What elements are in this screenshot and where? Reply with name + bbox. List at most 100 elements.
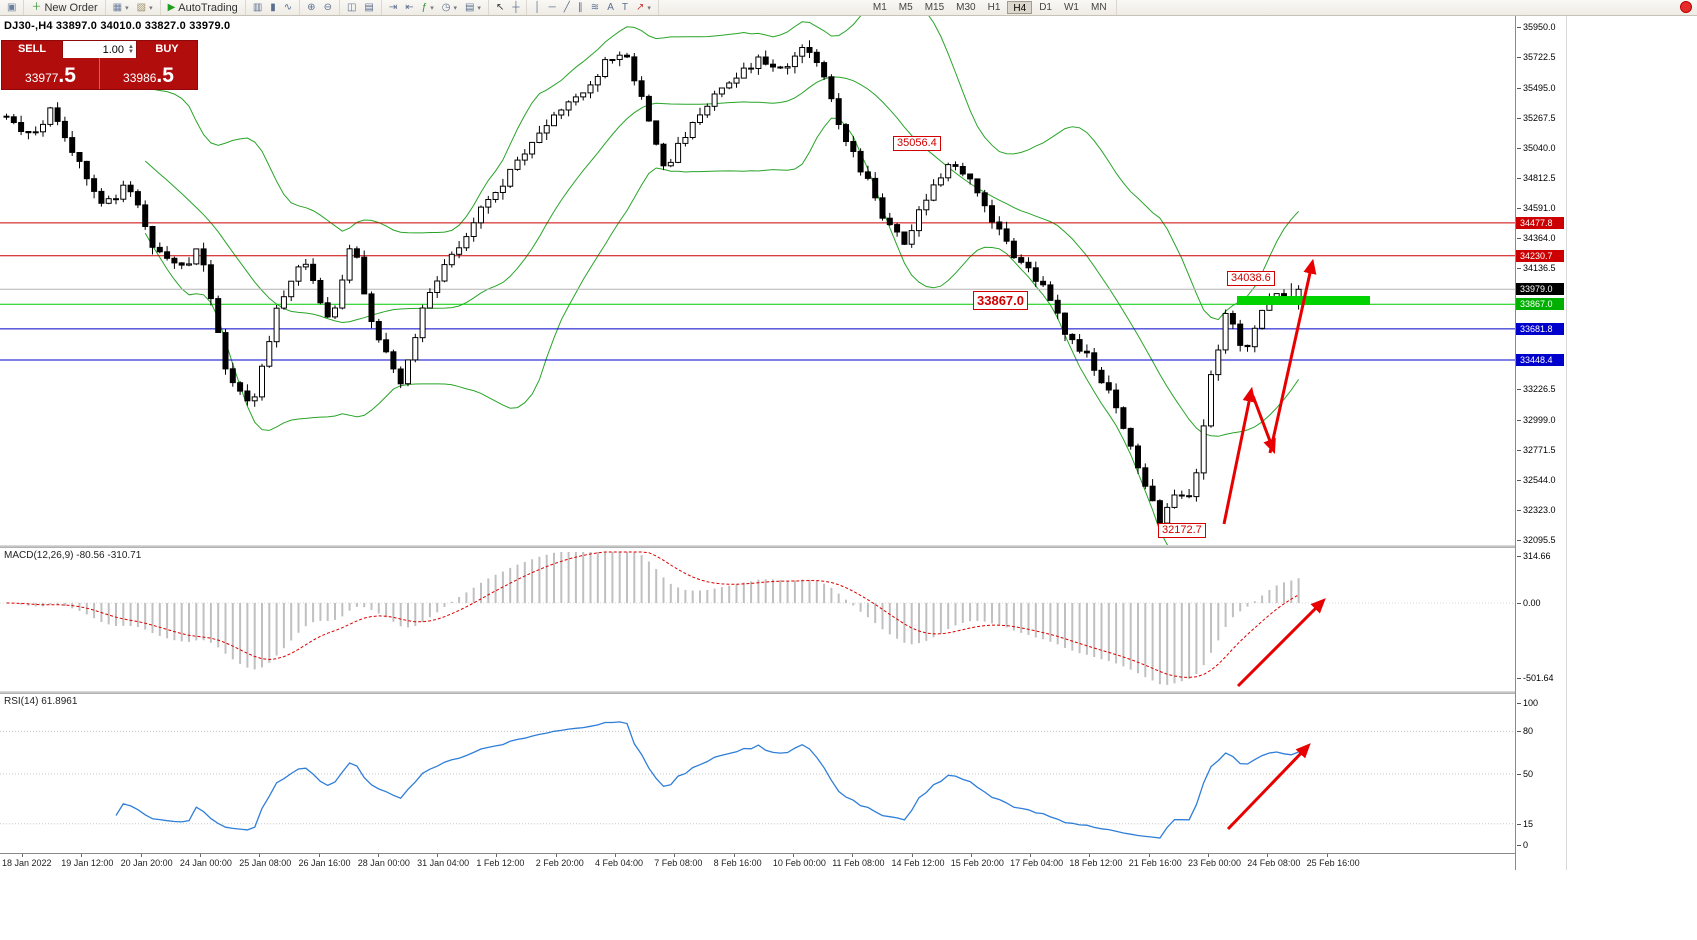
volume-value[interactable]: 1.00 [102,43,125,56]
periods-icon[interactable]: ◷ ▾ [438,1,461,15]
timeframe-M15[interactable]: M15 [924,2,945,13]
templates-icon[interactable]: ▤ ▾ [461,1,485,15]
timeframe-M1[interactable]: M1 [872,2,887,13]
rsi-scale-tick: 100 [1516,698,1538,708]
timeframe-H1[interactable]: H1 [987,2,1001,13]
profile-icon[interactable]: ▧ ▾ [133,1,157,15]
price-tick: 32095.5 [1516,535,1556,545]
time-axis-label: 20 Jan 20:00 [120,858,173,868]
cascade-windows-icon[interactable]: ▤ [360,1,377,15]
timeframe-W1[interactable]: W1 [1063,2,1079,13]
templates-icon-dropdown-icon[interactable]: ▾ [477,4,481,12]
buy-price[interactable]: 33986.5 [100,58,197,89]
auto-scroll-icon[interactable]: ⇥ [385,1,401,15]
rsi-pane[interactable]: RSI(14) 61.8961 [0,694,1515,853]
autotrading-button[interactable]: ▶ AutoTrading [164,1,242,15]
trend-arrows[interactable] [1222,258,1317,525]
buy-button[interactable]: BUY [137,41,197,58]
toolbar-group-autotrading: ▶ AutoTrading [161,0,246,15]
chart-price-label[interactable]: 32172.7 [1158,523,1206,538]
macd-trend-arrow[interactable] [1236,598,1326,688]
zoom-out-icon[interactable]: ⊖ [320,1,336,15]
time-axis-tick [199,854,201,857]
label-icon-glyph: T [621,1,628,13]
chart-price-label[interactable]: 34038.6 [1227,271,1275,286]
chart-price-label[interactable]: 33867.0 [973,291,1028,310]
periods-icon-dropdown-icon[interactable]: ▾ [453,4,457,12]
zoom-in-icon[interactable]: ⊕ [303,1,319,15]
shapes-icon[interactable]: ↗ ▾ [632,1,655,15]
time-axis-label: 28 Jan 00:00 [357,858,410,868]
sell-button[interactable]: SELL [2,41,62,58]
price-tick: 32771.5 [1516,445,1556,455]
toolbar: ▣ ＋ New Order ▦ ▾ ▧ ▾ ▶ AutoTrading ▥ ▮ ∿ ⊕ ⊖ ◫ ▤ ⇥ ⇤ ƒ ▾ ◷ ▾… [0,0,1697,16]
time-axis-label: 17 Feb 04:00 [1010,858,1064,868]
indicators-icon-dropdown-icon[interactable]: ▾ [430,4,434,12]
price-tick: 34136.5 [1516,263,1556,273]
timeframe-MN[interactable]: MN [1090,2,1107,13]
time-axis[interactable]: 18 Jan 2022 19 Jan 12:00 20 Jan 20:00 24 Ja… [0,853,1515,870]
charts-grid-icon[interactable]: ▦ ▾ [109,1,133,15]
rsi-trend-arrow[interactable] [1226,743,1311,831]
horizontal-level-lines[interactable] [0,222,1515,361]
charts-grid-icon-dropdown-icon[interactable]: ▾ [125,4,129,12]
indicators-icon[interactable]: ƒ ▾ [418,1,438,15]
time-axis-label: 23 Feb 00:00 [1188,858,1242,868]
volume-spinner-arrows[interactable]: ▲ ▼ [126,43,136,55]
time-axis-label: 11 Feb 08:00 [832,858,885,868]
fibonacci-icon[interactable]: ≋ [587,1,603,15]
volume-stepper[interactable]: 1.00 ▲ ▼ [62,41,137,58]
bar-chart-icon[interactable]: ▥ [249,1,266,15]
main-chart-canvas[interactable] [0,16,1515,545]
chart-window-icon[interactable]: ▣ [3,1,20,15]
horizontal-line-icon[interactable]: ─ [545,1,560,15]
macd-pane[interactable]: MACD(12,26,9) -80.56 -310.71 [0,548,1515,691]
timeframe-M30[interactable]: M30 [956,2,976,13]
timeframe-toolbar: M1 M5 M15 M30 H1 H4 D1 W1 MN [864,0,1117,15]
timeframe-D1[interactable]: D1 [1039,2,1052,13]
price-tick: 32544.0 [1516,475,1556,485]
timeframe-H4[interactable]: H4 [1007,1,1033,14]
tile-windows-icon[interactable]: ◫ [343,1,360,15]
trendline-icon[interactable]: ╱ [560,1,574,15]
time-axis-tick [1089,854,1091,857]
profile-icon-dropdown-icon[interactable]: ▾ [149,4,153,12]
time-axis-tick [437,854,439,857]
volume-down-icon[interactable]: ▼ [128,48,134,55]
volume-up-icon[interactable]: ▲ [128,43,134,50]
candlestick-chart-icon[interactable]: ▮ [266,1,280,15]
sell-price[interactable]: 33977.5 [2,58,100,89]
timeframe-M5[interactable]: M5 [898,2,913,13]
tile-windows-icon-glyph: ◫ [346,1,357,13]
rsi-canvas[interactable] [0,694,1515,853]
main-chart-pane[interactable]: DJ30-,H4 33897.0 34010.0 33827.0 33979.0… [0,16,1515,545]
chart-price-label[interactable]: 35056.4 [893,136,941,151]
pane-splitter[interactable] [0,545,1566,548]
vertical-line-icon[interactable]: │ [530,1,544,15]
pane-splitter[interactable] [0,691,1566,694]
channel-icon[interactable]: ∥ [574,1,587,15]
crosshair-icon[interactable]: ┼ [508,1,523,15]
line-chart-icon[interactable]: ∿ [280,1,296,15]
time-axis-label: 24 Jan 00:00 [179,858,232,868]
time-axis-label: 10 Feb 00:00 [772,858,826,868]
notification-badge[interactable] [1680,1,1692,13]
cursor-icon[interactable]: ↖ [492,1,508,15]
price-tick: 34364.0 [1516,233,1556,243]
time-axis-label: 15 Feb 20:00 [950,858,1004,868]
price-marker: 33681.8 [1516,323,1564,335]
time-axis-tick [140,854,142,857]
new-order-button[interactable]: ＋ New Order [27,1,101,15]
chart-shift-icon[interactable]: ⇤ [401,1,417,15]
macd-canvas[interactable] [0,548,1515,691]
shapes-icon-dropdown-icon[interactable]: ▾ [647,4,651,12]
price-scale[interactable]: 35950.0 35722.5 35495.0 35267.5 35040.0 34812… [1515,16,1566,870]
line-chart-icon-glyph: ∿ [283,1,293,13]
text-icon-glyph: A [607,1,614,13]
time-axis-tick [733,854,735,857]
time-axis-label: 18 Feb 12:00 [1069,858,1123,868]
label-icon[interactable]: T [618,1,632,15]
text-icon[interactable]: A [603,1,618,15]
toolbar-group-windows: ▣ [0,0,25,15]
time-axis-label: 25 Feb 16:00 [1306,858,1360,868]
